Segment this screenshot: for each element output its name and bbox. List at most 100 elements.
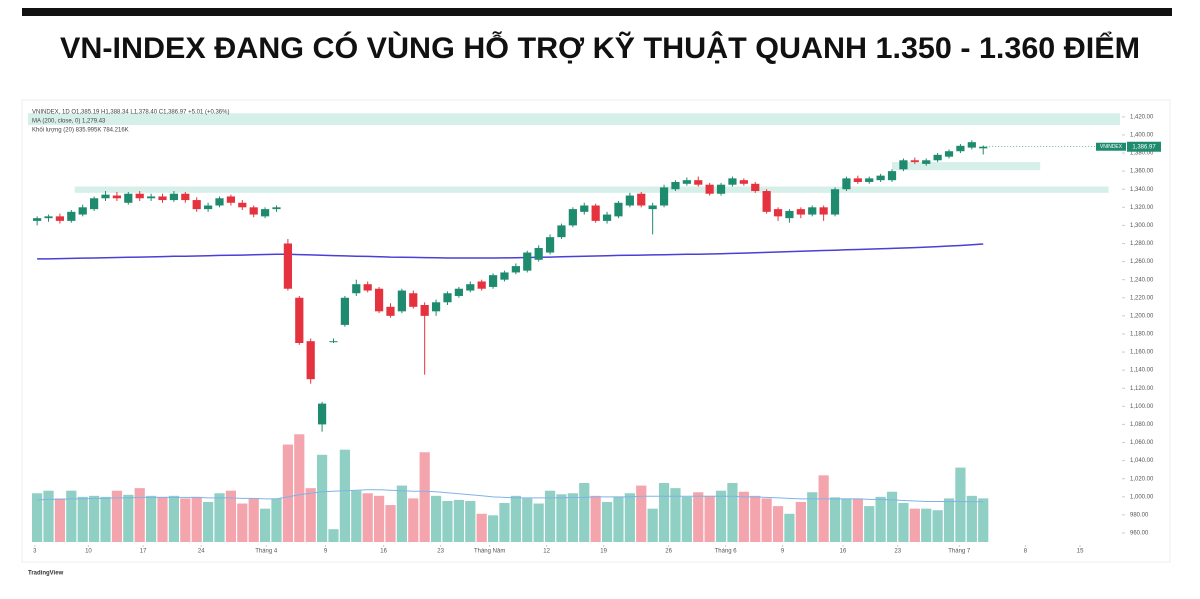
volume-bar [647, 508, 658, 542]
y-tick-label: 1,240.00 [1130, 277, 1154, 283]
y-tick-label: 1,380.00 [1130, 151, 1154, 157]
volume-bar [442, 500, 453, 542]
candle-body [466, 284, 475, 291]
volume-bar [294, 434, 305, 542]
candle-body [238, 202, 247, 208]
candle-body [671, 181, 680, 190]
x-tick-label: 19 [600, 549, 607, 555]
candle-body [317, 403, 327, 425]
volume-bar [772, 506, 784, 542]
candle-body [739, 180, 748, 184]
candle-body [181, 193, 190, 201]
candle-body [830, 189, 840, 215]
y-tick-label: 1,060.00 [1130, 440, 1154, 446]
volume-bar [704, 495, 715, 542]
y-tick-label: 1,180.00 [1130, 332, 1154, 338]
volume-bar [259, 508, 271, 542]
candle-body [511, 266, 520, 273]
candle-body [477, 281, 486, 289]
candle-body [112, 195, 122, 199]
y-tick-label: 1,420.00 [1130, 114, 1154, 120]
volume-bar [864, 506, 875, 542]
y-tick-label: 1,400.00 [1130, 133, 1154, 139]
volume-ma-line [37, 489, 984, 503]
volume-bar [658, 483, 670, 542]
volume-bar [932, 510, 943, 542]
volume-bar [670, 488, 681, 542]
volume-bar [556, 494, 567, 542]
volume-bar [271, 498, 282, 542]
y-tick-label: 1,080.00 [1130, 422, 1154, 428]
candle-body [158, 196, 167, 201]
volume-bar [373, 495, 385, 542]
volume-bar [909, 508, 920, 542]
volume-bar [89, 495, 100, 542]
candle-body [44, 216, 53, 219]
volume-bar [510, 495, 521, 542]
candle-body [922, 160, 931, 164]
y-tick-label: 1,260.00 [1130, 259, 1154, 265]
y-tick-label: 1,040.00 [1130, 458, 1154, 464]
volume-bar [43, 490, 54, 542]
candle-body [956, 145, 965, 152]
candle-body [363, 284, 372, 291]
candle-body [226, 196, 236, 203]
volume-bar [818, 475, 829, 542]
candle-body [329, 341, 338, 343]
candle-body [192, 200, 201, 210]
y-tick-label: 980.00 [1130, 512, 1149, 518]
candle-body [409, 293, 418, 307]
candle-body [887, 171, 897, 181]
y-tick-label: 1,220.00 [1130, 295, 1154, 301]
y-tick-label: 1,160.00 [1130, 350, 1154, 356]
volume-bar [100, 496, 111, 542]
candle-body [728, 178, 737, 185]
candle-body [147, 196, 156, 199]
candle-body [340, 297, 349, 325]
volume-bar [111, 490, 123, 542]
x-tick-label: Tháng 7 [948, 549, 971, 555]
volume-bar [419, 452, 430, 542]
candle-body [796, 209, 805, 215]
volume-bar [123, 494, 134, 542]
volume-bar [750, 495, 761, 542]
candle-body [203, 205, 213, 210]
candle-body [773, 209, 783, 217]
candle-body [295, 297, 304, 343]
volume-bar [351, 490, 362, 542]
candle-body [705, 184, 714, 194]
volume-bar [225, 490, 237, 542]
x-tick-label: Tháng Năm [474, 549, 505, 555]
support-zone [74, 186, 1109, 193]
support-zone [28, 113, 1120, 125]
candle-body [272, 207, 281, 210]
candle-body [819, 207, 828, 215]
y-tick-label: 1,000.00 [1130, 494, 1154, 500]
candle-body [169, 193, 179, 201]
candle-body [580, 205, 589, 212]
volume-bar [282, 444, 293, 542]
candle-body [933, 154, 942, 161]
candle-body [637, 193, 646, 206]
x-tick-label: 9 [781, 549, 785, 555]
x-tick-label: 26 [665, 549, 672, 555]
volume-bar [943, 498, 955, 542]
candle-body [352, 284, 361, 294]
y-tick-label: 1,280.00 [1130, 241, 1154, 247]
candle-body [694, 180, 703, 185]
x-tick-label: 9 [324, 549, 328, 555]
candle-body [135, 193, 144, 199]
x-tick-label: Tháng 6 [715, 549, 738, 555]
volume-bar [328, 529, 339, 542]
chart-frame [21, 99, 1171, 563]
candle-body [979, 146, 988, 149]
candle-body [431, 302, 441, 312]
candle-body [124, 193, 133, 203]
candle-body [374, 288, 384, 312]
volume-bar [966, 495, 977, 542]
volume-bar [761, 498, 772, 542]
volume-bar [248, 498, 259, 542]
y-tick-label: 1,140.00 [1130, 368, 1154, 374]
ma-line [37, 243, 984, 260]
